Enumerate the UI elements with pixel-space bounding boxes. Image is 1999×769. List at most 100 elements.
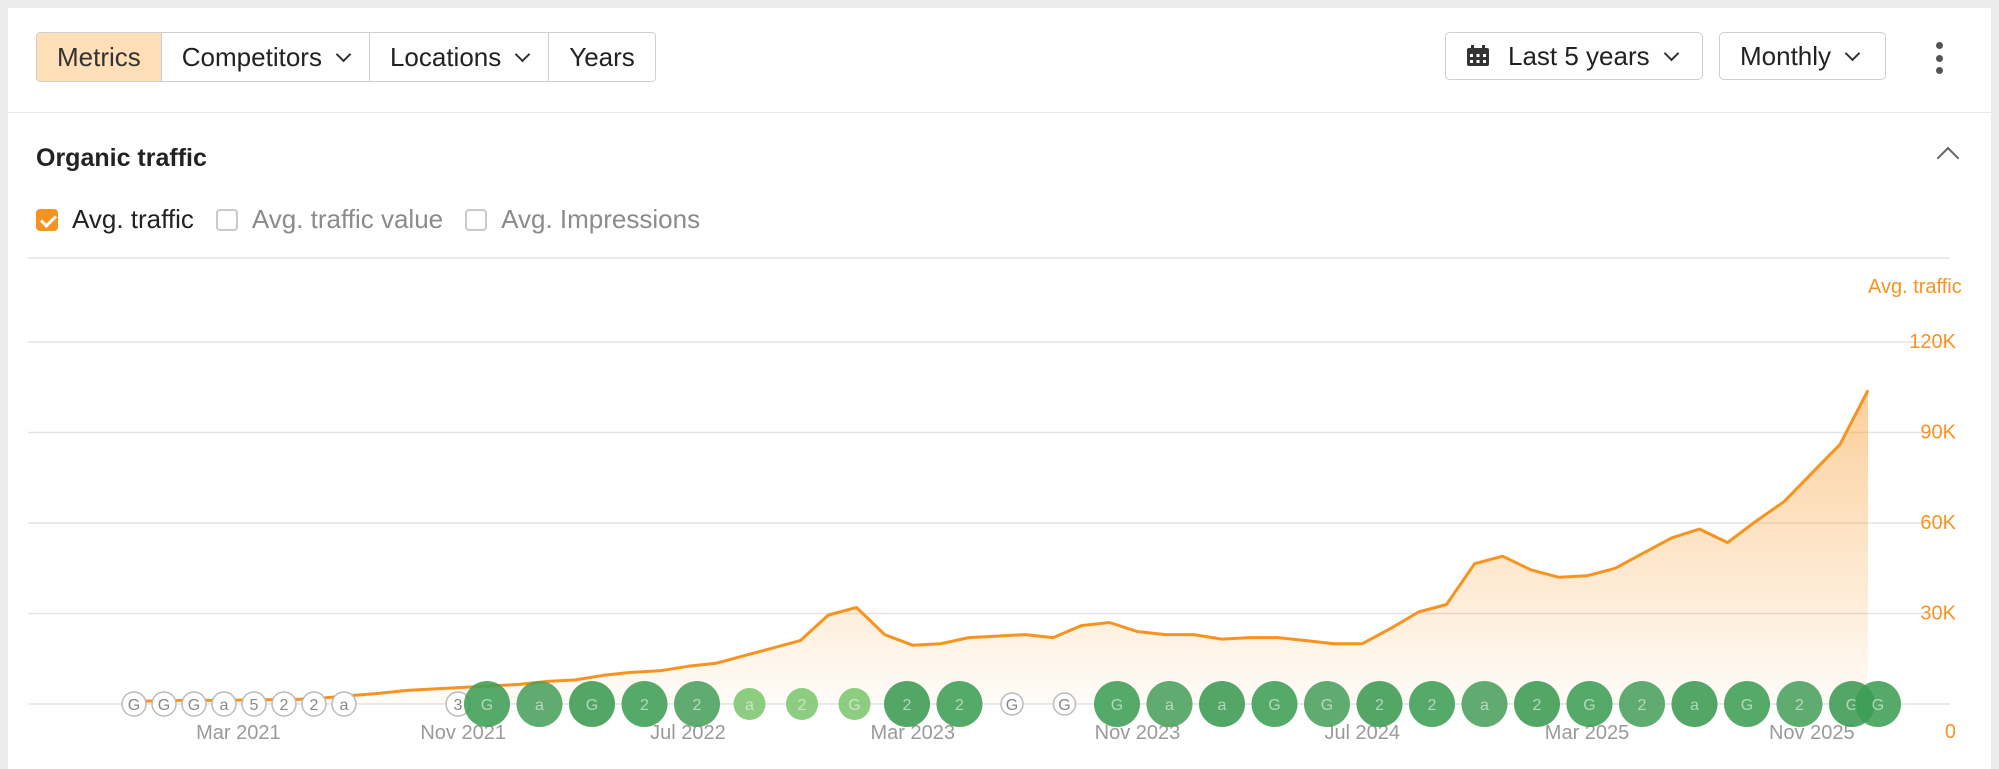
event-marker-dot[interactable] — [1000, 692, 1024, 716]
event-marker[interactable]: 2 — [1619, 681, 1665, 727]
event-marker-dot[interactable] — [271, 691, 297, 717]
calendar-icon — [1467, 45, 1489, 66]
event-marker-dot[interactable] — [1409, 681, 1455, 727]
event-marker[interactable]: a — [1461, 681, 1508, 727]
event-marker[interactable]: G — [1000, 692, 1024, 716]
event-marker[interactable]: a — [1199, 681, 1245, 727]
event-marker-dot[interactable] — [331, 691, 357, 717]
event-marker-label: G — [1268, 697, 1280, 714]
event-marker-dot[interactable] — [1356, 681, 1403, 727]
event-marker[interactable]: 2 — [674, 681, 720, 727]
event-marker-dot[interactable] — [936, 681, 983, 727]
toggle-avg-traffic-value[interactable]: Avg. traffic value — [215, 204, 443, 235]
event-marker[interactable]: G — [1724, 681, 1770, 727]
checkbox-avg-traffic[interactable] — [36, 208, 58, 231]
event-marker[interactable]: G — [121, 691, 147, 717]
event-marker-dot[interactable] — [211, 691, 237, 717]
event-marker[interactable]: a — [211, 691, 237, 717]
tab-years-label: Years — [569, 41, 635, 72]
event-marker-label: a — [220, 697, 229, 714]
event-marker-label: 2 — [903, 697, 912, 714]
event-marker[interactable]: G — [1304, 681, 1350, 727]
event-marker[interactable]: 2 — [1409, 681, 1455, 727]
y-tick-label: 60K — [1920, 512, 1956, 534]
event-marker-dot[interactable] — [1199, 681, 1245, 727]
event-marker[interactable]: 2 — [884, 681, 930, 727]
event-marker[interactable]: 2 — [1776, 681, 1823, 727]
event-marker-dot[interactable] — [181, 691, 207, 717]
event-marker-label: G — [1111, 697, 1123, 714]
event-marker-dot[interactable] — [838, 688, 871, 720]
event-marker[interactable]: 2 — [271, 691, 297, 717]
event-marker-dot[interactable] — [464, 681, 510, 727]
event-marker-dot[interactable] — [884, 681, 930, 727]
event-marker-label: a — [340, 697, 349, 714]
event-marker[interactable]: a — [1146, 681, 1193, 727]
card-title: Organic traffic — [36, 144, 207, 172]
event-marker-dot[interactable] — [1461, 681, 1508, 727]
date-range-dropdown[interactable]: Last 5 years — [1445, 32, 1703, 80]
event-marker[interactable]: a — [331, 691, 357, 717]
event-marker-dot[interactable] — [241, 691, 267, 717]
event-marker[interactable]: 2 — [1514, 681, 1560, 727]
event-marker-dot[interactable] — [1251, 681, 1298, 727]
event-marker[interactable]: 2 — [786, 688, 818, 720]
event-marker-dot[interactable] — [1052, 692, 1077, 716]
event-marker-dot[interactable] — [1855, 681, 1901, 727]
event-marker-dot[interactable] — [1094, 681, 1140, 727]
event-marker[interactable]: G — [569, 681, 615, 727]
tab-years[interactable]: Years — [549, 33, 655, 81]
y-axis-ticks: 0 30K 60K 90K 120K — [1909, 331, 1956, 743]
event-marker-label: 2 — [1638, 697, 1647, 714]
event-marker-dot[interactable] — [1514, 681, 1560, 727]
event-marker[interactable]: G — [151, 691, 177, 717]
event-marker-label: G — [188, 697, 200, 714]
event-marker-dot[interactable] — [1304, 681, 1350, 727]
event-marker-label: 3 — [454, 697, 463, 714]
event-marker[interactable]: G — [464, 681, 510, 727]
event-marker-dot[interactable] — [786, 688, 818, 720]
interval-dropdown[interactable]: Monthly — [1719, 32, 1886, 80]
event-marker[interactable]: G — [1251, 681, 1298, 727]
x-axis-ticks: Mar 2021 Nov 2021 Jul 2022 Mar 2023 Nov 2023… — [196, 722, 1854, 744]
event-marker-label: 2 — [640, 697, 649, 714]
tab-locations[interactable]: Locations — [369, 33, 550, 81]
event-marker-dot[interactable] — [674, 681, 720, 727]
event-marker[interactable]: a — [1671, 681, 1718, 727]
checkbox-avg-traffic-value[interactable] — [215, 208, 238, 231]
event-marker-dot[interactable] — [1566, 681, 1613, 727]
event-marker-label: G — [1846, 697, 1858, 714]
checkbox-avg-impressions[interactable] — [465, 208, 488, 231]
event-marker-dot[interactable] — [569, 681, 615, 727]
event-marker[interactable]: a — [516, 681, 563, 727]
tab-competitors[interactable]: Competitors — [161, 33, 370, 81]
event-marker-dot[interactable] — [733, 688, 766, 720]
event-marker[interactable]: 2 — [936, 681, 983, 727]
tab-metrics[interactable]: Metrics — [37, 33, 162, 81]
event-marker[interactable]: G — [1566, 681, 1613, 727]
event-marker[interactable]: 2 — [301, 691, 327, 717]
event-marker[interactable]: a — [733, 688, 766, 720]
event-marker-dot[interactable] — [301, 691, 327, 717]
event-marker-label: a — [1690, 697, 1699, 714]
event-marker-dot[interactable] — [151, 691, 177, 717]
kebab-menu-icon[interactable] — [1934, 42, 1944, 74]
event-marker-dot[interactable] — [1724, 681, 1770, 727]
event-marker-dot[interactable] — [1619, 681, 1665, 727]
event-marker[interactable]: G — [1094, 681, 1140, 727]
event-marker[interactable]: 2 — [621, 681, 668, 727]
event-marker-dot[interactable] — [1671, 681, 1718, 727]
toggle-avg-impressions[interactable]: Avg. Impressions — [465, 204, 700, 235]
event-marker-dot[interactable] — [1776, 681, 1823, 727]
event-marker-dot[interactable] — [621, 681, 668, 727]
event-marker-dot[interactable] — [516, 681, 563, 727]
event-marker[interactable]: G — [1052, 692, 1077, 716]
event-marker[interactable]: G — [1855, 681, 1901, 727]
event-marker[interactable]: 2 — [1356, 681, 1403, 727]
event-marker-dot[interactable] — [121, 691, 147, 717]
event-marker[interactable]: G — [181, 691, 207, 717]
event-marker[interactable]: G — [838, 688, 871, 720]
event-marker[interactable]: 5 — [241, 691, 267, 717]
event-marker-dot[interactable] — [1146, 681, 1193, 727]
toggle-avg-traffic[interactable]: Avg. traffic — [36, 204, 194, 235]
